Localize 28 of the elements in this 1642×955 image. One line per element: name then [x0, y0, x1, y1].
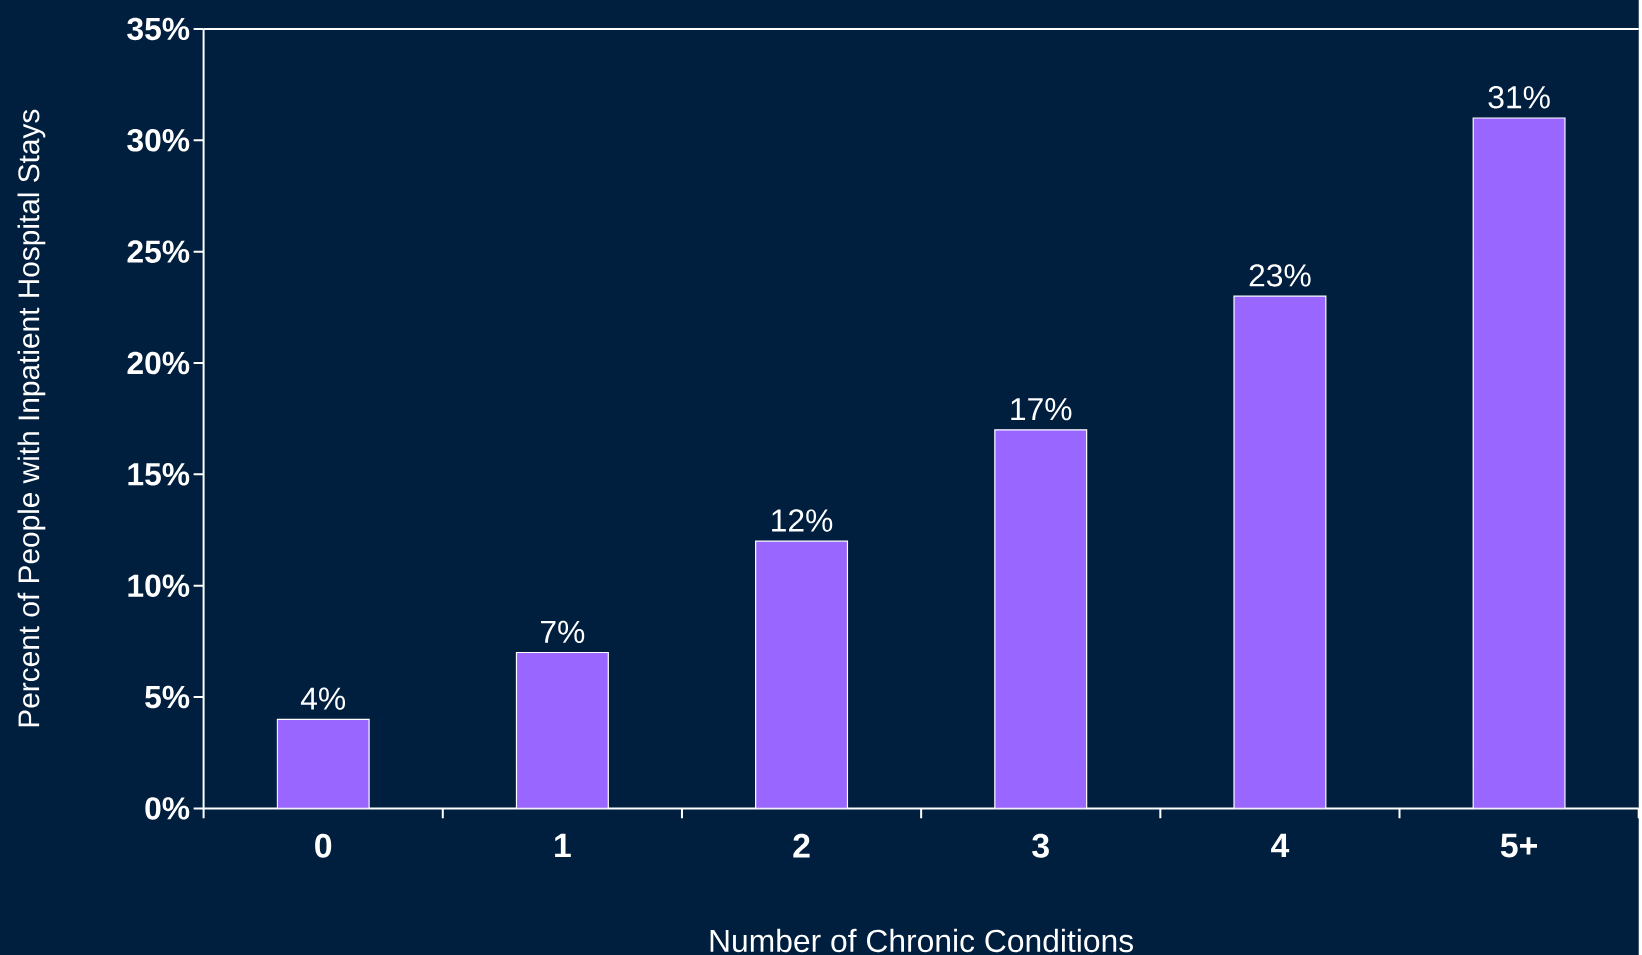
x-tick-label: 3 [1032, 833, 1049, 858]
x-tick-label: 5+ [1500, 833, 1537, 858]
bar [1233, 295, 1327, 809]
y-tick-label: 15% [128, 462, 190, 486]
bar [755, 540, 849, 809]
x-tick-label: 0 [315, 833, 332, 858]
y-tick-label: 10% [128, 574, 190, 597]
data-label: 12% [772, 509, 833, 532]
y-tick-label: 30% [127, 128, 190, 152]
data-label: 7% [541, 620, 585, 643]
y-tick-label: 0% [145, 796, 190, 820]
data-label: 4% [300, 687, 346, 710]
bar [994, 428, 1088, 809]
y-tick-label: 20% [127, 351, 190, 375]
bar [515, 651, 609, 809]
data-label: 23% [1249, 263, 1311, 287]
x-tick-label: 2 [793, 833, 810, 858]
y-tick-label: 5% [145, 685, 190, 709]
y-axis-title: Percent of People with Inpatient Hospital Stays [17, 109, 46, 727]
bar [1472, 117, 1566, 809]
x-tick-label: 1 [555, 833, 571, 857]
data-label: 31% [1488, 85, 1550, 109]
data-label: 17% [1011, 397, 1072, 421]
y-tick-label: 35% [127, 17, 190, 40]
bar [276, 718, 370, 809]
y-tick-label: 25% [127, 240, 190, 263]
x-axis-title: Number of Chronic Conditions [710, 928, 1133, 952]
x-tick-label: 4 [1271, 833, 1290, 857]
